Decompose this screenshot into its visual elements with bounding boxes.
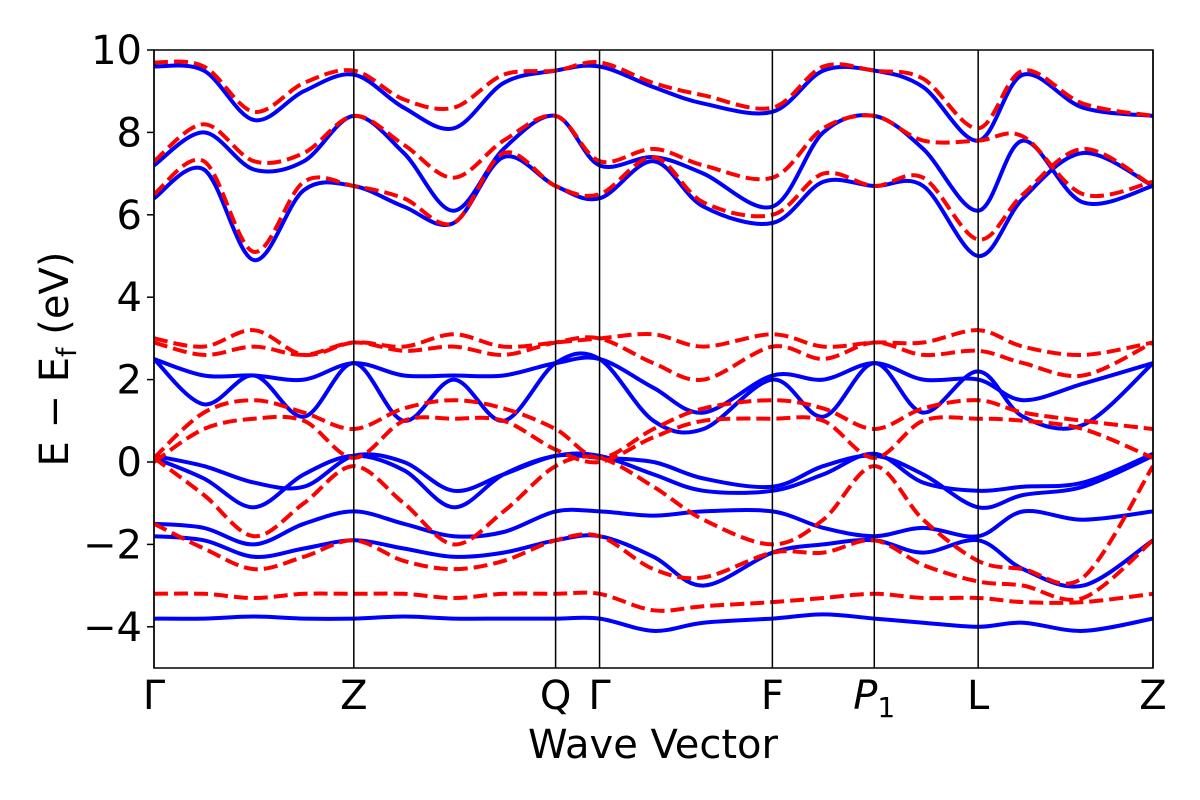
y-tick-label-6: 6 [117, 193, 142, 239]
y-axis-label-subscript: f [52, 346, 83, 357]
y-axis-label: E − Ef (eV) [32, 252, 83, 467]
x-tick-label-subscript: 1 [877, 691, 895, 724]
x-tick-label-1: Γ [143, 673, 166, 719]
x-tick-label-text: Q [540, 673, 571, 719]
solid-band-4 [154, 452, 1153, 510]
solid-band-6 [154, 355, 1153, 415]
y-axis-ticks: −4 −2 0 2 4 6 8 10 [83, 28, 154, 651]
x-tick-label-text: Z [1139, 673, 1166, 719]
dashed-band-4 [154, 398, 1153, 460]
y-axis-label-unit: (eV) [32, 252, 78, 348]
x-tick-label-text: F [761, 673, 784, 719]
x-tick-label-2: Z [340, 673, 367, 719]
solid-band-7 [154, 351, 1153, 435]
x-axis-ticks: Γ Z Q Γ F P1 L Z [143, 673, 1167, 724]
x-tick-label-3: Q [540, 673, 571, 719]
y-tick-label-2: −2 [83, 522, 142, 568]
x-tick-label-6: P1 [853, 673, 895, 724]
y-tick-label-7: 8 [117, 110, 142, 156]
x-tick-label-text: L [967, 673, 990, 719]
y-tick-label-3: 0 [117, 440, 142, 486]
y-tick-label-4: 2 [117, 358, 142, 404]
plot-frame [153, 49, 1154, 669]
dashed-band-2 [154, 522, 1153, 602]
x-tick-label-text: Γ [143, 673, 166, 719]
x-axis-label: Wave Vector [528, 722, 779, 768]
x-tick-label-text: Γ [588, 673, 611, 719]
dashed-band-8 [154, 146, 1153, 254]
dashed-band-5 [154, 414, 1153, 465]
x-tick-label-5: F [761, 673, 784, 719]
x-tick-label-8: Z [1139, 673, 1166, 719]
x-tick-label-7: L [967, 673, 990, 719]
y-tick-label-8: 10 [91, 28, 142, 74]
y-axis-label-main: E − E [32, 357, 78, 467]
dashed-band-6 [154, 335, 1153, 382]
y-tick-label-1: −4 [83, 605, 142, 651]
y-tick-label-5: 4 [117, 275, 142, 321]
x-tick-label-text: P [853, 673, 878, 719]
x-tick-label-4: Γ [588, 673, 611, 719]
x-tick-label-text: Z [340, 673, 367, 719]
